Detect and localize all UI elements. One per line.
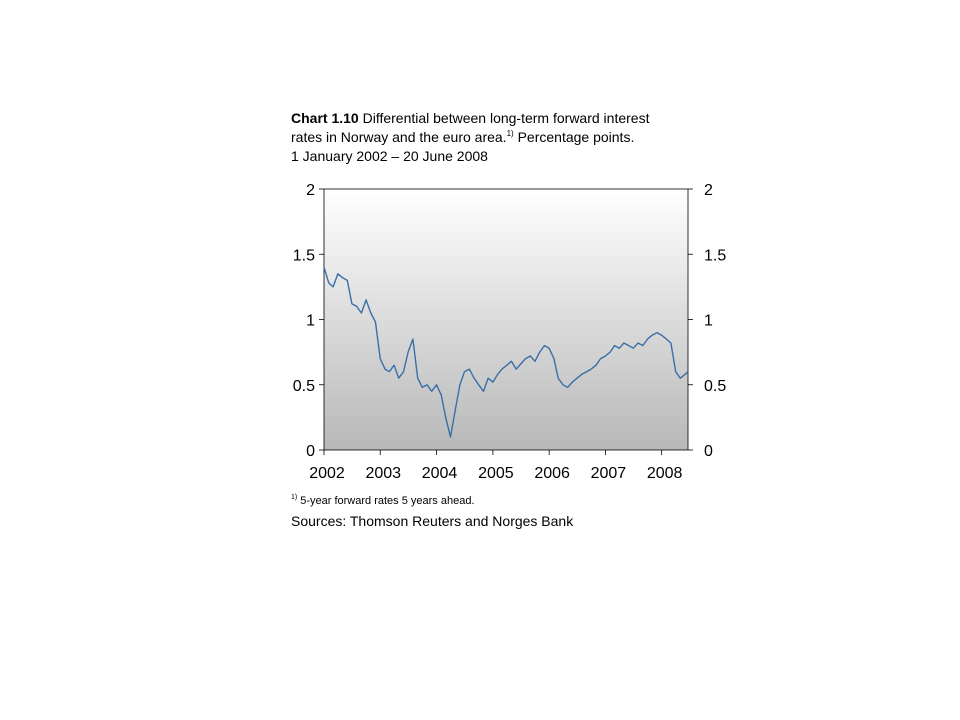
series-line (323, 267, 689, 438)
title-unit: Percentage points. (517, 129, 635, 145)
x-tick-label-1: 2003 (365, 465, 401, 482)
title-period: 1 January 2002 – 20 June 2008 (291, 148, 488, 164)
title-line-2: rates in Norway and the euro area.1) Per… (291, 128, 721, 147)
footnote: 1) 5-year forward rates 5 years ahead. (291, 494, 475, 508)
y-tick-label-right-2: 1 (704, 313, 713, 330)
chart-number: Chart 1.10 (291, 110, 359, 126)
x-tick-label-2: 2004 (422, 465, 458, 482)
title-text-1: Differential between long-term forward i… (362, 110, 650, 126)
footnote-text: 5-year forward rates 5 years ahead. (300, 495, 475, 507)
sources-text: Sources: Thomson Reuters and Norges Bank (291, 513, 574, 529)
title-text-2: rates in Norway and the euro area. (291, 129, 507, 145)
y-tick-label-left-1: 0.5 (293, 378, 315, 395)
y-tick-label-right-0: 0 (704, 443, 713, 460)
x-tick-label-3: 2005 (478, 465, 514, 482)
y-tick-label-left-4: 2 (306, 182, 315, 199)
y-tick-label-right-4: 2 (704, 182, 713, 199)
x-tick-label-4: 2006 (534, 465, 570, 482)
x-tick-label-0: 2002 (309, 465, 345, 482)
title-line-1: Chart 1.10 Differential between long-ter… (291, 109, 721, 128)
y-tick-label-right-3: 1.5 (704, 247, 726, 264)
y-tick-label-left-2: 1 (306, 313, 315, 330)
y-tick-label-left-3: 1.5 (293, 247, 315, 264)
y-tick-label-right-1: 0.5 (704, 378, 726, 395)
chart-marks: 0 0 0.5 0.5 1 1 1.5 1.5 2 2 2002 2003 2004 2005 2006 20… (293, 182, 727, 482)
x-tick-label-5: 2007 (591, 465, 627, 482)
footnote-marker: 1) (291, 494, 298, 501)
plot-area (323, 188, 689, 451)
x-tick-label-6: 2008 (647, 465, 683, 482)
title-footnote-marker: 1) (506, 129, 514, 138)
chart-title: Chart 1.10 Differential between long-ter… (291, 109, 721, 166)
y-tick-label-left-0: 0 (306, 443, 315, 460)
